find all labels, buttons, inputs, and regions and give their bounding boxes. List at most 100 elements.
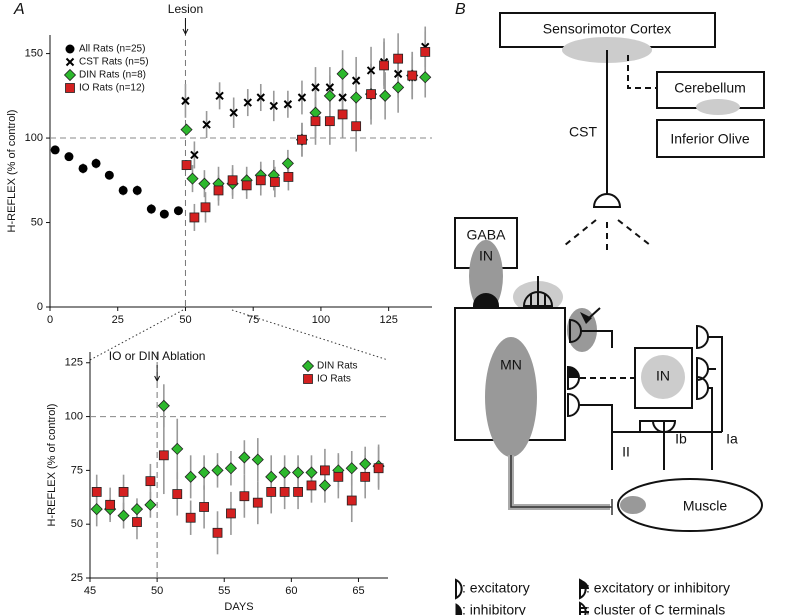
marker [366, 66, 376, 75]
marker [255, 175, 266, 186]
terminal [567, 392, 580, 418]
marker [198, 466, 211, 479]
y-tick-label: 50 [71, 518, 83, 530]
marker [146, 204, 156, 214]
marker [215, 91, 224, 101]
marker [211, 464, 224, 477]
terminal [592, 193, 622, 208]
marker [144, 498, 157, 511]
legend-label: All Rats (n=25) [79, 44, 145, 55]
terminal [696, 324, 709, 401]
terminal-zone [696, 99, 740, 115]
marker [184, 470, 197, 483]
marker [198, 177, 211, 190]
y-tick-label: 100 [65, 410, 83, 422]
end-plate [620, 496, 646, 514]
marker [351, 76, 361, 85]
terminal [569, 318, 582, 344]
marker [345, 462, 358, 475]
node-label: MN [500, 357, 522, 373]
marker [241, 180, 252, 191]
marker [283, 172, 294, 182]
terminal [472, 293, 500, 307]
diagram: Sensorimotor Cortex Cerebellum Inferior … [454, 12, 765, 615]
marker [64, 152, 74, 162]
marker [105, 499, 116, 510]
marker [91, 487, 102, 497]
legend-label: DIN Rats [317, 361, 358, 372]
x-tick-label: 60 [285, 585, 297, 597]
marker [346, 495, 357, 506]
marker [350, 91, 363, 104]
cluster-terminal [522, 276, 554, 307]
marker [181, 160, 192, 170]
legend-marker [301, 359, 315, 373]
x-tick-label: 50 [179, 314, 191, 326]
terminal [568, 367, 579, 378]
marker [132, 185, 142, 195]
marker [297, 93, 307, 102]
terminal [580, 312, 592, 324]
marker [185, 512, 196, 523]
legend-label: DIN Rats (n=8) [79, 70, 146, 81]
node-box [656, 119, 765, 158]
x-tick-label: 125 [379, 314, 397, 326]
cell-body [469, 240, 503, 312]
marker [252, 497, 263, 508]
motor-axon [508, 455, 610, 510]
marker [338, 93, 347, 102]
marker [320, 465, 330, 476]
marker [325, 83, 335, 92]
marker [305, 466, 318, 479]
marker [78, 163, 88, 173]
marker [366, 89, 376, 100]
node-label: Sensorimotor Cortex [543, 21, 671, 37]
y-tick-label: 75 [71, 464, 83, 476]
marker [420, 46, 431, 57]
legend-text: : excitatory or inhibitory [586, 580, 730, 596]
afferent [611, 431, 722, 470]
marker [351, 121, 362, 132]
marker [173, 206, 183, 216]
legend-marker [303, 374, 313, 384]
marker [190, 150, 199, 160]
marker [311, 83, 320, 92]
y-tick-label: 50 [31, 216, 43, 228]
zoom-lines [89, 309, 389, 361]
marker [359, 457, 372, 470]
marker [318, 479, 331, 492]
marker [306, 480, 317, 491]
marker [324, 116, 335, 127]
marker [189, 212, 200, 223]
marker [279, 487, 290, 497]
node-label: IN [479, 248, 493, 264]
marker [157, 399, 170, 412]
marker [323, 89, 336, 102]
marker [243, 98, 252, 107]
marker [117, 509, 130, 522]
marker [181, 96, 190, 106]
afferent [639, 336, 723, 432]
marker [118, 185, 128, 195]
marker [202, 120, 211, 129]
legend-symbol [579, 601, 589, 615]
x-tick-label: 25 [112, 314, 124, 326]
marker [172, 489, 183, 499]
y-axis-label: H-REFLEX (% of control) [6, 110, 18, 233]
pathway-label: Ib [675, 431, 687, 447]
cell-body [641, 355, 685, 399]
x-tick-label: 0 [47, 314, 53, 326]
x-tick-label: 45 [84, 585, 96, 597]
pathway-label: Ia [726, 431, 738, 447]
x-tick-label: 50 [151, 585, 163, 597]
panel-label: B [455, 1, 466, 18]
legend-symbol [455, 578, 463, 600]
x-tick-label: 75 [247, 314, 259, 326]
legend-text: : excitatory [462, 580, 530, 596]
marker [407, 70, 418, 81]
marker [118, 487, 129, 497]
y-tick-label: 25 [71, 572, 83, 584]
marker [212, 527, 223, 538]
marker [50, 145, 60, 155]
